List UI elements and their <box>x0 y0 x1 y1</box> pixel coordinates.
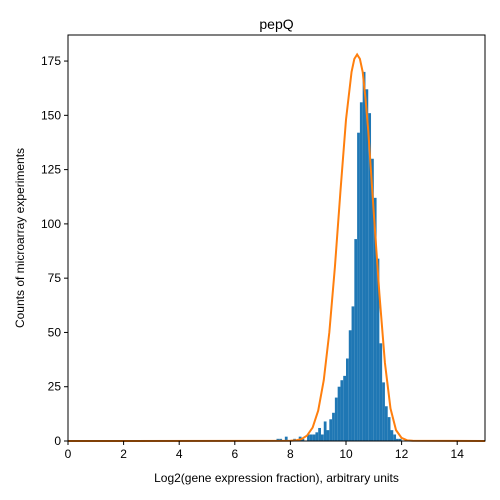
x-tick-label: 6 <box>231 447 238 461</box>
histogram-bar <box>368 113 372 441</box>
histogram-bar <box>315 432 319 441</box>
x-tick-label: 14 <box>451 447 465 461</box>
histogram-bar <box>309 434 313 441</box>
histogram-bar <box>337 386 341 441</box>
y-axis-label: Counts of microarray experiments <box>13 148 27 328</box>
histogram-bar <box>362 71 366 441</box>
histogram-bar <box>334 397 338 441</box>
histogram-bar <box>326 430 330 441</box>
histogram-bar <box>348 330 352 441</box>
histogram-bar <box>387 417 391 441</box>
histogram-bar <box>320 434 324 441</box>
histogram-bar <box>351 306 355 441</box>
histogram-bar <box>329 419 333 441</box>
histogram-bar <box>371 158 374 441</box>
histogram-bar <box>346 358 349 441</box>
histogram-bar <box>393 434 397 441</box>
histogram-bar <box>373 197 377 441</box>
histogram-bar <box>332 412 335 441</box>
histogram-bar <box>398 438 402 441</box>
fit-curve-line <box>67 52 486 442</box>
histogram-bar <box>359 102 363 442</box>
histogram-bar <box>301 438 305 441</box>
histogram-bar <box>396 438 399 441</box>
y-tick-label: 175 <box>41 54 61 68</box>
x-tick-label: 0 <box>65 447 72 461</box>
histogram-bar <box>340 380 344 441</box>
histogram-bar <box>354 239 358 441</box>
x-tick-label: 12 <box>395 447 409 461</box>
histogram-bar <box>312 434 316 441</box>
x-tick-label: 8 <box>287 447 294 461</box>
y-axis-ticks: 0 25 50 75 100 125 150 175 <box>41 54 68 448</box>
x-tick-label: 10 <box>339 447 353 461</box>
histogram-bar <box>379 343 383 441</box>
histogram-bar <box>384 406 388 441</box>
y-tick-label: 125 <box>41 163 61 177</box>
y-tick-label: 50 <box>48 325 62 339</box>
histogram-bar <box>357 132 360 441</box>
histogram-bar <box>343 375 346 441</box>
histogram-bar <box>323 421 327 441</box>
y-tick-label: 100 <box>41 217 61 231</box>
x-tick-label: 2 <box>120 447 127 461</box>
x-axis-label: Log2(gene expression fraction), arbitrar… <box>154 471 399 485</box>
y-tick-label: 75 <box>48 271 62 285</box>
y-tick-label: 25 <box>48 380 62 394</box>
histogram-bar <box>390 430 394 441</box>
x-tick-label: 4 <box>176 447 183 461</box>
histogram-bar <box>382 382 385 441</box>
histogram-bar <box>376 258 380 441</box>
y-tick-label: 0 <box>54 434 61 448</box>
histogram-bars <box>276 71 402 442</box>
x-axis-ticks: 0 2 4 6 8 10 12 14 <box>65 441 465 461</box>
histogram-bar <box>365 89 369 441</box>
chart-title: pepQ <box>259 16 293 32</box>
plot-frame <box>67 34 486 442</box>
y-tick-label: 150 <box>41 108 61 122</box>
histogram-bar <box>307 434 310 441</box>
histogram-bar <box>318 427 321 441</box>
histogram-bar <box>284 436 288 441</box>
